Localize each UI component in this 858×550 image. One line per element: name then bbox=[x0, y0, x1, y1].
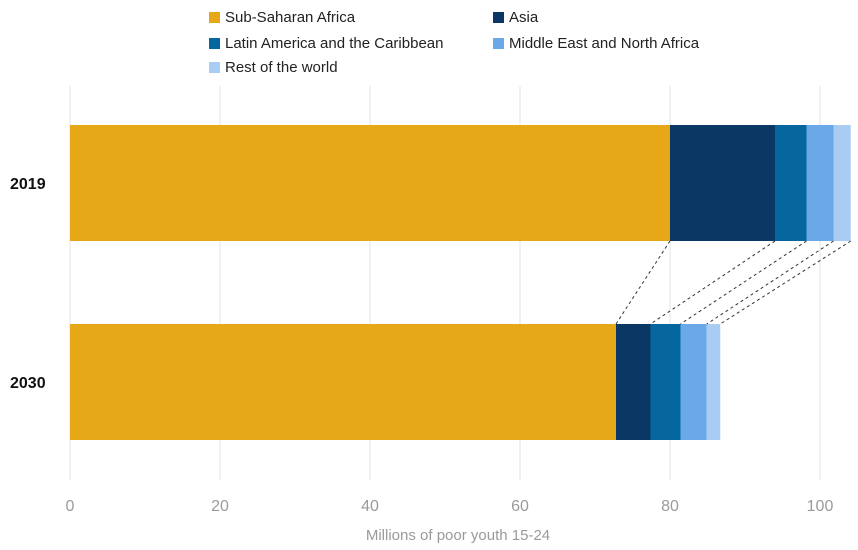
legend-item-sub-saharan-africa: Sub-Saharan Africa bbox=[209, 9, 355, 26]
bars bbox=[70, 125, 851, 440]
bar-2019-sub-saharan-africa bbox=[70, 125, 670, 241]
x-tick-label: 0 bbox=[66, 498, 75, 515]
legend-label: Latin America and the Caribbean bbox=[225, 35, 444, 52]
x-tick-label: 80 bbox=[661, 498, 679, 515]
legend: Sub-Saharan Africa Asia Latin America an… bbox=[0, 0, 858, 80]
x-axis-title: Millions of poor youth 15-24 bbox=[366, 527, 550, 544]
bar-2030-latin-america-and-the-caribbean bbox=[650, 324, 681, 440]
connectors bbox=[615, 240, 852, 325]
legend-label: Middle East and North Africa bbox=[509, 35, 700, 52]
bar-2019-latin-america-and-the-caribbean bbox=[775, 125, 807, 241]
legend-label: Sub-Saharan Africa bbox=[225, 9, 356, 26]
legend-item-middle-east: Middle East and North Africa bbox=[493, 35, 699, 52]
legend-swatch bbox=[209, 38, 220, 49]
bar-2030-asia bbox=[616, 324, 651, 440]
connector-line bbox=[719, 240, 852, 325]
connector-line bbox=[615, 240, 671, 325]
category-label-2030: 2030 bbox=[10, 375, 46, 392]
x-tick-label: 20 bbox=[211, 498, 229, 515]
labels: 0 20 40 60 80 100 2019 2030 Millions of poor you… bbox=[10, 176, 833, 544]
connector-line bbox=[680, 240, 807, 325]
legend-swatch bbox=[493, 38, 504, 49]
bar-2019-middle-east-and-north-africa bbox=[806, 125, 834, 241]
bar-2019-rest-of-the-world bbox=[833, 125, 851, 241]
connector-line bbox=[650, 240, 776, 325]
legend-item-latin-america: Latin America and the Caribbean bbox=[209, 35, 443, 52]
bar-2019-asia bbox=[670, 125, 775, 241]
x-tick-label: 40 bbox=[361, 498, 379, 515]
x-tick-label: 100 bbox=[807, 498, 834, 515]
bar-2030-rest-of-the-world bbox=[706, 324, 721, 440]
category-label-2019: 2019 bbox=[10, 176, 46, 193]
legend-item-asia: Asia bbox=[493, 9, 538, 26]
legend-label: Rest of the world bbox=[225, 59, 338, 76]
legend-item-rest-of-world: Rest of the world bbox=[209, 59, 338, 76]
bar-2030-middle-east-and-north-africa bbox=[680, 324, 707, 440]
connector-line bbox=[706, 240, 834, 325]
legend-swatch bbox=[209, 62, 220, 73]
legend-swatch bbox=[493, 12, 504, 23]
bar-2030-sub-saharan-africa bbox=[70, 324, 616, 440]
legend-label: Asia bbox=[509, 9, 539, 26]
x-tick-label: 60 bbox=[511, 498, 529, 515]
legend-swatch bbox=[209, 12, 220, 23]
